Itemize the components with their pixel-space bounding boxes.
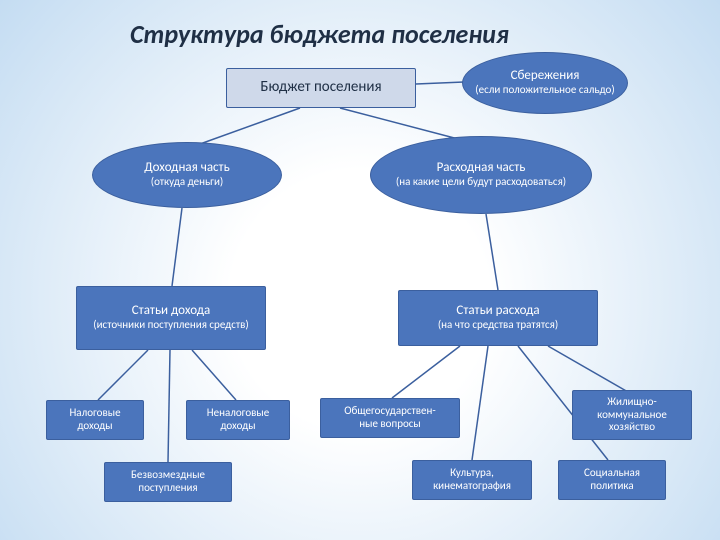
node-inc_art-title: Статьи дохода <box>132 304 211 319</box>
edge-exp_art-gov <box>392 346 460 398</box>
node-inc_art-subtitle: (источники поступления средств) <box>93 319 248 332</box>
node-culture: Культура, кинематография <box>412 460 532 500</box>
node-exp_art-subtitle: (на что средства тратятся) <box>438 319 558 332</box>
edge-inc_art-tax <box>98 350 148 400</box>
node-tax: Налоговые доходы <box>46 400 144 440</box>
edge-exp_art-housing <box>548 346 628 392</box>
node-expense-title: Расходная часть <box>437 161 526 176</box>
node-root-title: Бюджет поселения <box>260 79 381 96</box>
node-culture-subtitle: Культура, кинематография <box>419 467 525 492</box>
node-social: Социальная политика <box>558 460 666 500</box>
node-nontax-subtitle: Неналоговые доходы <box>193 407 283 432</box>
edge-root-income <box>200 108 300 144</box>
node-gratis-subtitle: Безвозмездные поступления <box>111 469 225 494</box>
edge-root-savings <box>416 82 464 84</box>
edge-inc_art-nontax <box>192 350 236 400</box>
node-housing-subtitle: Жилищно-коммунальное хозяйство <box>579 396 685 434</box>
node-income-subtitle: (откуда деньги) <box>151 176 224 189</box>
node-exp_art-title: Статьи расхода <box>456 304 539 319</box>
edge-income-inc_art <box>172 208 182 286</box>
node-root: Бюджет поселения <box>226 68 416 108</box>
node-exp_art: Статьи расхода(на что средства тратятся) <box>398 290 598 346</box>
node-tax-subtitle: Налоговые доходы <box>53 407 137 432</box>
edge-exp_art-culture <box>472 346 488 460</box>
node-gov: Общегосударствен-ные вопросы <box>320 398 460 438</box>
diagram-title: Структура бюджета поселения <box>130 18 509 50</box>
edge-inc_art-gratis <box>168 350 170 462</box>
node-housing: Жилищно-коммунальное хозяйство <box>572 390 692 440</box>
edge-root-expense <box>340 108 462 140</box>
node-income-title: Доходная часть <box>144 161 229 176</box>
node-income: Доходная часть(откуда деньги) <box>92 142 282 208</box>
node-nontax: Неналоговые доходы <box>186 400 290 440</box>
node-expense-subtitle: (на какие цели будут расходоваться) <box>396 176 566 189</box>
node-gratis: Безвозмездные поступления <box>104 462 232 502</box>
node-savings: Сбережения(если положительное сальдо) <box>462 52 628 114</box>
node-inc_art: Статьи дохода(источники поступления сред… <box>76 286 266 350</box>
node-social-subtitle: Социальная политика <box>565 467 659 492</box>
diagram-stage: Структура бюджета поселения Бюджет посел… <box>0 0 720 540</box>
edge-expense-exp_art <box>486 214 498 290</box>
node-expense: Расходная часть(на какие цели будут расх… <box>370 136 592 214</box>
node-savings-subtitle: (если положительное сальдо) <box>475 84 614 97</box>
node-gov-subtitle: Общегосударствен-ные вопросы <box>344 405 436 430</box>
node-savings-title: Сбережения <box>511 69 580 84</box>
